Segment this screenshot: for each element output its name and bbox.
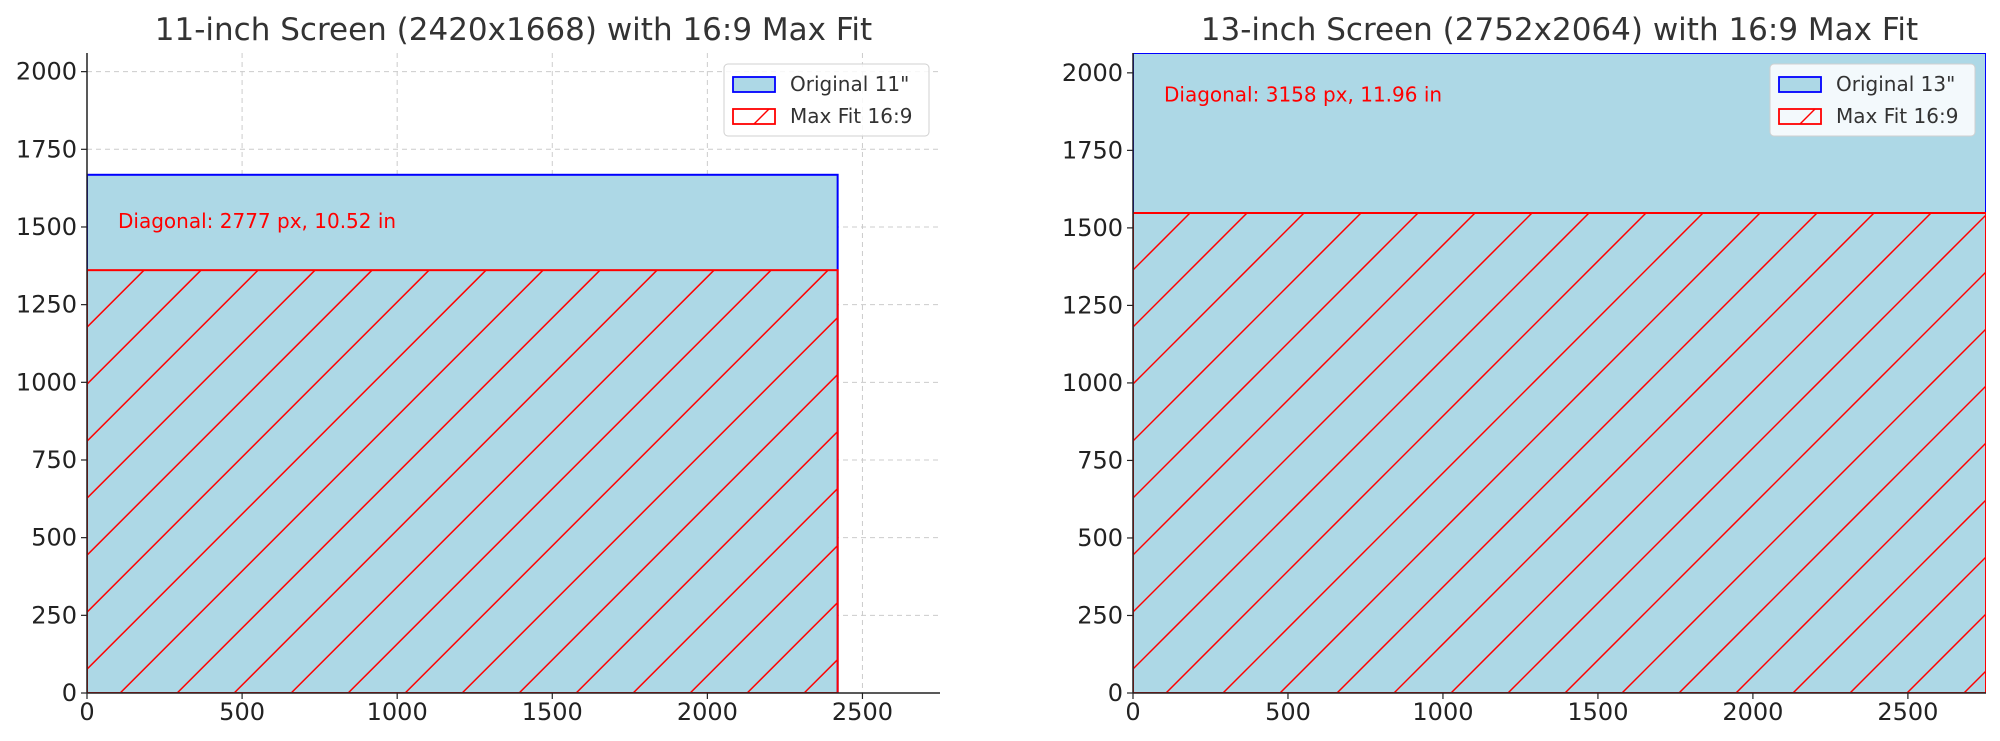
y-tick-label: 750: [1077, 446, 1123, 474]
hatch-line: [1165, 213, 1647, 693]
hatch-line: [518, 373, 838, 693]
x-tick-label: 0: [1125, 698, 1140, 726]
x-tick-label: 0: [79, 698, 94, 726]
hatch-line: [1564, 270, 1986, 693]
hatch-line: [87, 270, 487, 671]
x-tick-label: 1500: [522, 698, 583, 726]
hatch-line: [87, 270, 430, 614]
x-tick-label: 2500: [1877, 698, 1938, 726]
chart-2: 0 500 1000 1500 2000 2500 0 250 500 750 1000 1250 15…: [1062, 12, 1986, 726]
hatch-line: [347, 270, 772, 693]
hatch-line: [1133, 213, 1419, 500]
diagonal-annotation: Diagonal: 3158 px, 11.96 in: [1164, 83, 1442, 107]
hatch-line: [1133, 213, 1476, 557]
x-tick-label: 1500: [1567, 698, 1628, 726]
hatch-lines: [87, 270, 838, 693]
legend-swatch: [1778, 76, 1822, 93]
hatch-line: [87, 270, 259, 443]
y-tick-label: 500: [1077, 524, 1123, 552]
hatch-line: [290, 270, 715, 693]
hatch-line: [1336, 213, 1818, 693]
x-tick-label: 1000: [367, 698, 428, 726]
original-rect: [1133, 53, 1986, 693]
hatch-line: [1133, 213, 1305, 386]
x-tick-label: 500: [219, 698, 265, 726]
y-tick-label: 250: [1077, 601, 1123, 629]
legend-label: Original 13": [1836, 72, 1955, 96]
chart-title: 11-inch Screen (2420x1668) with 16:9 Max…: [155, 12, 872, 48]
y-tick-label: 0: [1108, 679, 1123, 707]
legend-hatch: [1799, 108, 1816, 125]
y-tick-label: 2000: [1062, 59, 1123, 87]
hatch-line: [1621, 327, 1986, 693]
hatch-line: [87, 270, 202, 386]
legend-item: Original 13": [1778, 72, 1955, 96]
y-tick-label: 2000: [16, 58, 77, 86]
hatch-line: [1279, 213, 1761, 693]
legend: Original 13" Max Fit 16:9: [1769, 63, 1976, 137]
hatch-line: [575, 430, 838, 693]
hatch-line: [119, 270, 544, 693]
hatch-line: [1849, 555, 1986, 693]
hatch-line: [1792, 498, 1986, 693]
y-tick-label: 1750: [16, 135, 77, 163]
plot-area: [1133, 53, 1986, 693]
hatch-line: [1735, 441, 1986, 693]
legend-item: Original 11": [732, 72, 909, 96]
hatch-line: [87, 270, 316, 500]
hatch-line: [1678, 384, 1986, 693]
legend-label: Original 11": [790, 72, 909, 96]
y-tick-label: 0: [62, 679, 77, 707]
hatch-line: [1222, 213, 1704, 693]
hatch-line: [87, 270, 373, 557]
chart-1: 0 500 1000 1500 2000 2500 0 250 500 750 1000 1250 15…: [16, 12, 940, 726]
legend-swatch: [732, 76, 776, 93]
hatch-line: [1133, 213, 1248, 329]
hatch-line: [1133, 213, 1362, 443]
y-tick-label: 1000: [1062, 369, 1123, 397]
hatch-line: [404, 270, 829, 693]
y-tick-label: 1500: [1062, 214, 1123, 242]
hatch-line: [461, 316, 838, 693]
hatch-line: [746, 601, 838, 693]
original-rect: [87, 173, 839, 693]
y-tick-label: 1750: [1062, 136, 1123, 164]
y-tick-label: 1250: [1062, 291, 1123, 319]
legend-label: Max Fit 16:9: [1836, 104, 1958, 128]
chart-title: 13-inch Screen (2752x2064) with 16:9 Max…: [1201, 12, 1918, 48]
x-tick-label: 1000: [1412, 698, 1473, 726]
legend-item: Max Fit 16:9: [1778, 104, 1958, 128]
max-fit-rect: [1133, 212, 1986, 693]
diagonal-annotation: Diagonal: 2777 px, 10.52 in: [118, 209, 396, 233]
legend-label: Max Fit 16:9: [790, 104, 912, 128]
plot-area: [87, 173, 839, 693]
hatch-line: [176, 270, 601, 693]
max-fit-rect: [87, 269, 839, 693]
hatch-lines: [1133, 213, 1986, 693]
hatch-line: [1133, 213, 1590, 671]
hatch-line: [87, 270, 88, 272]
y-tick-label: 1000: [16, 368, 77, 396]
hatch-line: [1450, 213, 1932, 693]
y-tick-label: 500: [31, 524, 77, 552]
y-tick-label: 750: [31, 446, 77, 474]
y-tick-label: 250: [31, 601, 77, 629]
hatch-line: [689, 544, 838, 693]
hatch-line: [632, 487, 838, 693]
legend: Original 11" Max Fit 16:9: [723, 63, 930, 137]
legend-hatch: [753, 108, 770, 125]
x-tick-label: 2500: [832, 698, 893, 726]
x-tick-label: 2000: [1722, 698, 1783, 726]
hatch-line: [1133, 213, 1533, 614]
hatch-line: [233, 270, 658, 693]
hatch-line: [1393, 213, 1875, 693]
y-tick-label: 1250: [16, 291, 77, 319]
legend-item: Max Fit 16:9: [732, 104, 912, 128]
hatch-line: [1507, 213, 1986, 693]
y-tick-label: 1500: [16, 213, 77, 241]
x-tick-label: 500: [1265, 698, 1311, 726]
x-tick-label: 2000: [677, 698, 738, 726]
